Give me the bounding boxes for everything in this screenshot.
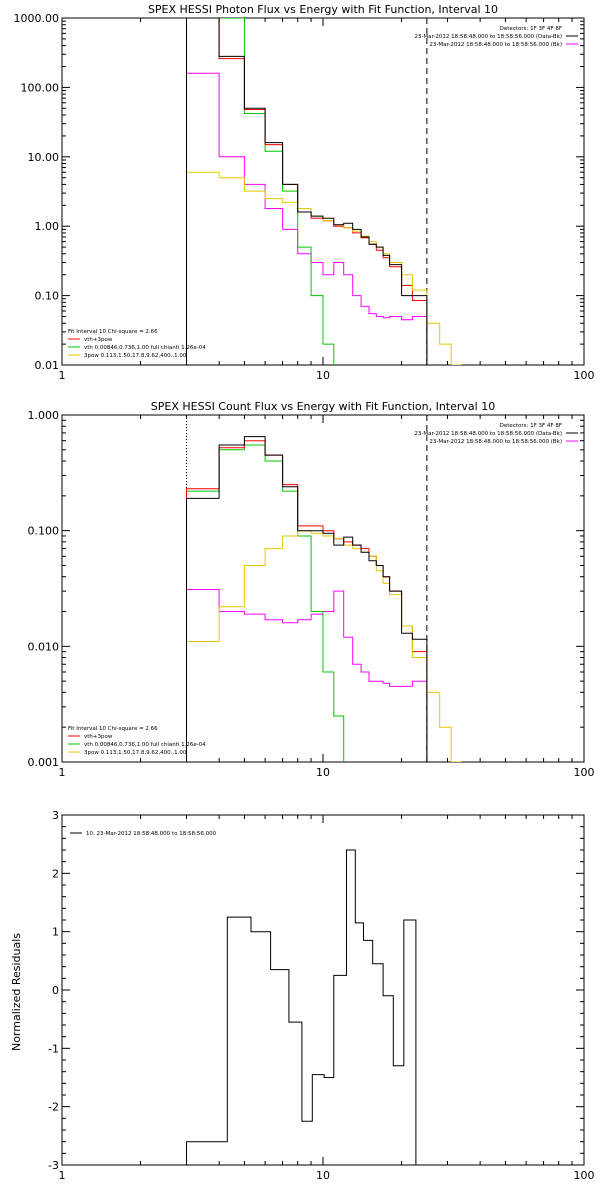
x-tick-label: 100 [574, 766, 595, 779]
fit-legend-entry: vth 0.00846,0.736,1.00 full chianti 1.26… [84, 742, 206, 748]
y-tick-label: 1 [52, 926, 59, 939]
fit-legend-entry: Fit Interval 10 Chi-square = 2.66 [68, 329, 158, 335]
fit-legend-entry: vth 0.00846,0.736,1.00 full chianti 1.26… [84, 345, 206, 351]
fit-legend-entry: 3pow 0.113,1.50,17.8,9.62,400.,1.00 [84, 353, 187, 359]
y-tick-label: 0.001 [28, 756, 60, 769]
fit-legend-entry: Fit Interval 10 Chi-square = 2.66 [68, 726, 158, 732]
x-tick-label: 100 [574, 1169, 595, 1182]
series-3pow [186, 530, 462, 762]
y-tick-label: 0.100 [28, 525, 60, 538]
fit-legend-entry: vth+3pow [84, 734, 113, 740]
residuals-panel: Normalized Residuals 1 10 1003210-1-2-310.… [10, 809, 595, 1182]
info-line: 23-Mar-2012 18:58:48.000 to 18:58:56.000… [429, 42, 562, 48]
series-data [186, 849, 427, 1165]
series-total [186, 18, 428, 365]
y-tick-label: 0 [52, 984, 59, 997]
y-tick-label: 100.00 [21, 81, 60, 94]
info-line: 23-Mar-2012 18:58:48.000 to 18:58:56.000… [429, 439, 562, 445]
x-tick-label: 10 [316, 369, 330, 382]
y-tick-label: -2 [48, 1101, 59, 1114]
photon-flux-title: SPEX HESSI Photon Flux vs Energy with Fi… [148, 3, 498, 16]
series-background [186, 72, 428, 365]
y-tick-label: -3 [48, 1159, 59, 1172]
series-vth [186, 444, 428, 762]
y-tick-label: 10.00 [28, 151, 60, 164]
info-line: 23-Mar-2012 18:58:48.000 to 18:58:56.000… [414, 431, 562, 437]
series-background [186, 589, 428, 762]
y-tick-label: 0.01 [35, 359, 60, 372]
fit-legend-entry: 3pow 0.113,1.50,17.8,9.62,400.,1.00 [84, 750, 187, 756]
residual-legend-entry: 10. 23-Mar-2012 18:58:48.000 to 18:58:56… [86, 831, 217, 837]
photon-flux-panel: SPEX HESSI Photon Flux vs Energy with Fi… [14, 3, 595, 382]
plot-frame [61, 414, 585, 763]
y-tick-label: 2 [52, 867, 59, 880]
series-vth [186, 18, 428, 365]
series-3pow [186, 171, 462, 365]
x-tick-label: 1 [59, 1169, 66, 1182]
y-tick-label: 0.10 [35, 290, 60, 303]
fit-legend-entry: vth+3pow [84, 337, 113, 343]
y-tick-label: 0.010 [28, 640, 60, 653]
info-line: Detectors: 1F 3F 4F 8F [500, 26, 562, 32]
series-data [186, 436, 428, 762]
residuals-ylabel: Normalized Residuals [10, 933, 23, 1051]
y-tick-label: 3 [52, 809, 59, 822]
x-tick-label: 100 [574, 369, 595, 382]
y-tick-label: 1.00 [35, 220, 60, 233]
y-tick-label: 1000.00 [14, 12, 60, 25]
series-data [186, 18, 428, 365]
series-total [186, 440, 428, 762]
x-tick-label: 1 [59, 766, 66, 779]
info-line: 23-Mar-2012 18:58:48.000 to 18:58:56.000… [414, 34, 562, 40]
y-tick-label: -1 [48, 1042, 59, 1055]
y-tick-label: 1.000 [28, 409, 60, 422]
x-tick-label: 1 [59, 369, 66, 382]
x-tick-label: 10 [316, 1169, 330, 1182]
info-line: Detectors: 1F 3F 4F 8F [500, 423, 562, 429]
x-tick-label: 10 [316, 766, 330, 779]
count-flux-title: SPEX HESSI Count Flux vs Energy with Fit… [151, 400, 495, 413]
plot-frame [61, 814, 585, 1166]
count-flux-panel: SPEX HESSI Count Flux vs Energy with Fit… [28, 400, 595, 779]
